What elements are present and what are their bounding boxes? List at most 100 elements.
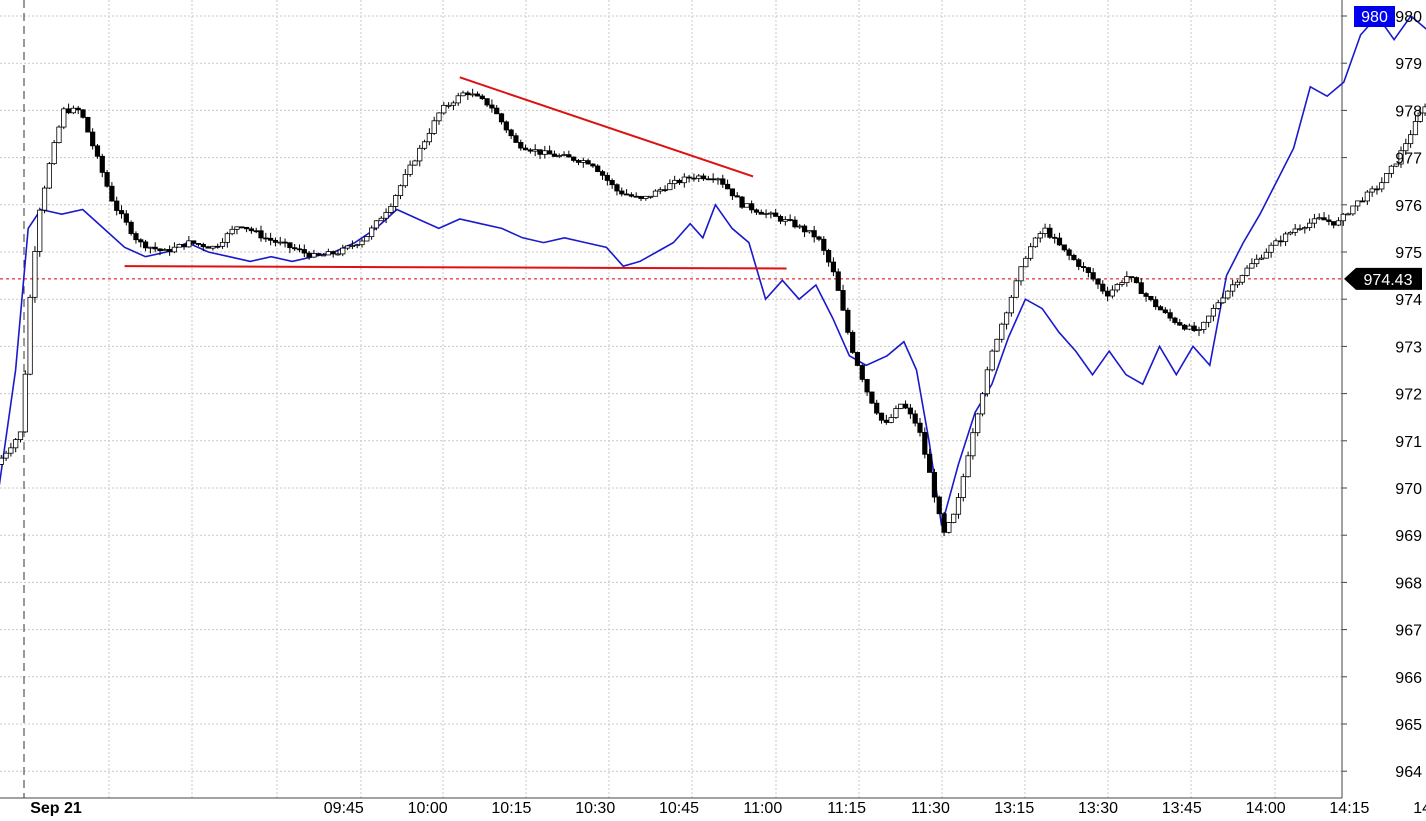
candle-body	[1148, 296, 1154, 301]
candle-body	[195, 243, 202, 245]
candle-body	[470, 93, 476, 96]
candle-body	[753, 209, 760, 213]
x-tick-label: 09:45	[324, 800, 364, 816]
candle-body	[835, 271, 841, 291]
candle-body	[1201, 321, 1207, 330]
candle-body	[604, 174, 610, 181]
candle-body	[1220, 297, 1226, 304]
candle-body	[1143, 293, 1149, 297]
y-tick-label: 973	[1395, 339, 1422, 356]
candle-body	[667, 183, 673, 191]
candle-body	[1350, 205, 1356, 215]
candle-body	[123, 213, 129, 223]
candle-body	[340, 247, 346, 255]
candle-body	[633, 195, 639, 198]
candle-body	[128, 221, 134, 234]
candle-body	[1061, 244, 1067, 251]
candle-body	[1234, 281, 1241, 286]
candle-body	[931, 472, 938, 498]
y-tick-label: 979	[1395, 56, 1422, 73]
candle-body	[1109, 289, 1116, 297]
candle-body	[1157, 306, 1164, 311]
x-tick-label: 11:30	[911, 800, 950, 816]
candle-body	[917, 422, 923, 433]
candle-body	[1206, 315, 1212, 323]
candle-body	[465, 92, 471, 96]
candle-body	[854, 352, 861, 366]
y-tick-label: 976	[1395, 198, 1422, 215]
candle-body	[657, 189, 663, 192]
candle-body	[1311, 218, 1318, 224]
candle-body	[1383, 173, 1390, 184]
candle-body	[1196, 329, 1202, 331]
candle-body	[0, 457, 4, 465]
x-tick-label: 10:00	[408, 800, 448, 816]
candle-body	[1056, 237, 1063, 246]
candle-body	[503, 121, 509, 131]
candle-body	[801, 225, 808, 233]
candle-body	[1028, 246, 1034, 259]
candle-body	[1403, 143, 1409, 152]
candle-body	[1080, 266, 1087, 269]
candle-body	[13, 439, 19, 449]
candle-body	[1124, 276, 1130, 284]
last-price-label: 974.43	[1364, 272, 1413, 289]
candle-body	[1071, 254, 1077, 261]
candle-body	[777, 216, 784, 222]
candle-body	[508, 129, 514, 137]
candle-body	[1369, 188, 1375, 193]
candle-body	[388, 205, 394, 213]
candle-body	[527, 149, 533, 152]
candle-body	[46, 163, 52, 189]
candle-body	[94, 145, 101, 157]
candle-body	[364, 236, 370, 242]
candle-body	[484, 98, 490, 106]
candle-body	[75, 107, 81, 111]
candle-body	[412, 160, 418, 166]
candle-body	[1393, 163, 1399, 167]
candle-body	[522, 147, 529, 151]
candle-body	[70, 107, 77, 114]
candle-body	[768, 212, 774, 215]
candle-body	[1340, 213, 1346, 222]
candle-body	[1172, 317, 1178, 323]
candle-body	[263, 237, 269, 240]
candle-body	[1100, 283, 1106, 292]
candle-body	[1316, 217, 1322, 220]
candle-body	[806, 230, 812, 233]
trendline	[124, 265, 787, 270]
candle-body	[883, 419, 889, 423]
candle-body	[316, 253, 322, 256]
candle-body	[614, 184, 620, 192]
candle-body	[359, 240, 365, 246]
candle-body	[1287, 231, 1293, 235]
candle-body	[595, 165, 601, 172]
overlay-value-label: 980	[1361, 9, 1388, 26]
candle-body	[215, 245, 221, 248]
candle-body	[1191, 325, 1197, 331]
candle-body	[571, 156, 577, 161]
candle-body	[239, 226, 245, 229]
candle-body	[941, 513, 947, 533]
candle-body	[1417, 112, 1423, 122]
candle-body	[1090, 272, 1096, 280]
candle-body	[1422, 106, 1426, 114]
candle-body	[1331, 221, 1337, 226]
candle-body	[1138, 282, 1144, 294]
candle-body	[1119, 282, 1125, 285]
candle-body	[287, 242, 293, 249]
candle-body	[1225, 290, 1231, 299]
y-tick-label: 977	[1395, 151, 1422, 168]
candle-body	[927, 453, 933, 473]
candle-body	[243, 226, 250, 230]
candle-body	[1114, 284, 1120, 291]
candle-body	[171, 246, 178, 253]
x-tick-label: 11:15	[827, 800, 866, 816]
x-tick-label: 13:45	[1162, 800, 1202, 816]
candle-body	[1066, 249, 1072, 256]
candle-body	[1076, 259, 1082, 267]
candle-body	[816, 236, 822, 240]
candle-body	[1032, 237, 1039, 248]
candle-body	[739, 196, 745, 208]
